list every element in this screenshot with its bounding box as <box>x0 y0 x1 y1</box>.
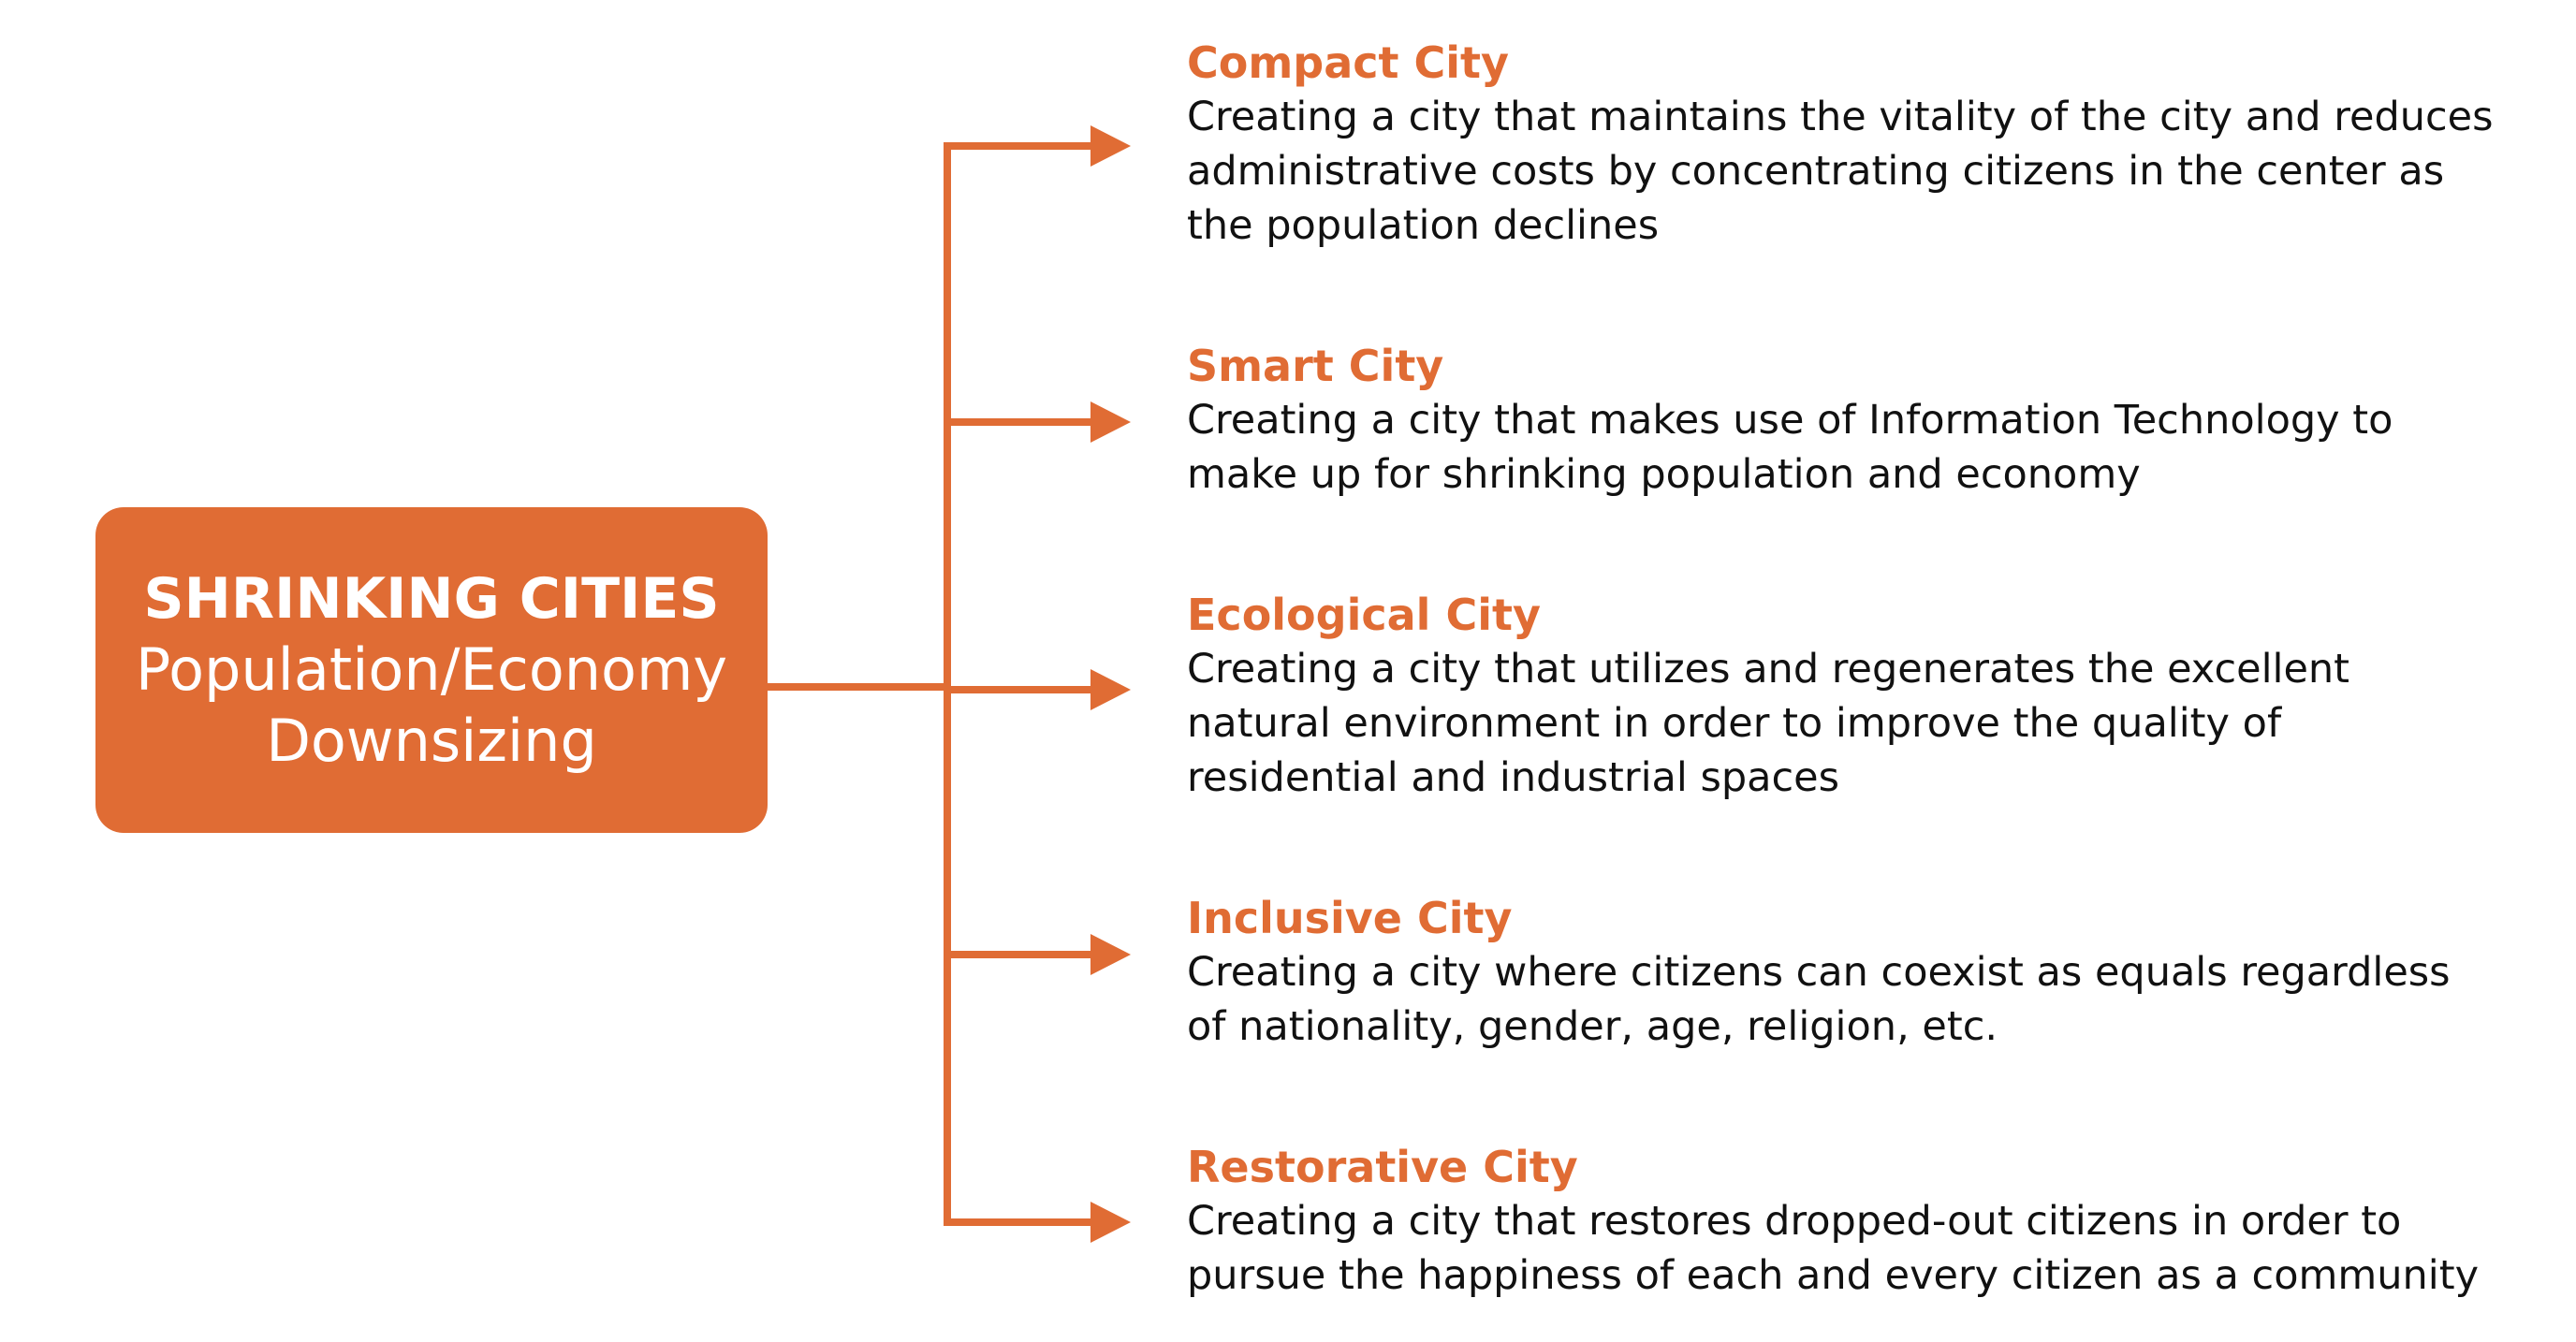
branch-description-line: Creating a city that maintains the vital… <box>1187 94 2494 140</box>
arrowhead-smart <box>1090 401 1131 443</box>
branch-description-line: pursue the happiness of each and every c… <box>1187 1252 2480 1299</box>
branch-description-line: Creating a city where citizens can coexi… <box>1187 949 2451 996</box>
arrowhead-restorative <box>1090 1202 1131 1243</box>
central-node: SHRINKING CITIES Population/Economy Down… <box>95 507 768 833</box>
branch-description-line: administrative costs by concentrating ci… <box>1187 148 2445 195</box>
branch-smart-city: Smart City Creating a city that makes us… <box>1187 339 2535 502</box>
branch-description-line: residential and industrial spaces <box>1187 754 1840 801</box>
branch-description-line: the population declines <box>1187 202 1660 249</box>
branch-description-line: Creating a city that restores dropped-ou… <box>1187 1198 2402 1245</box>
branch-inclusive-city: Inclusive City Creating a city where cit… <box>1187 891 2535 1054</box>
branch-title: Compact City <box>1187 37 1510 88</box>
branch-title: Inclusive City <box>1187 893 1513 943</box>
branch-ecological-city: Ecological City Creating a city that uti… <box>1187 588 2535 805</box>
branch-description-line: natural environment in order to improve … <box>1187 700 2282 747</box>
arrowhead-inclusive <box>1090 934 1131 975</box>
branch-title: Restorative City <box>1187 1142 1578 1192</box>
branch-title: Smart City <box>1187 341 1444 391</box>
branch-description-line: make up for shrinking population and eco… <box>1187 451 2141 498</box>
branch-compact-city: Compact City Creating a city that mainta… <box>1187 36 2535 253</box>
branch-title: Ecological City <box>1187 590 1541 640</box>
central-title: SHRINKING CITIES <box>143 566 720 632</box>
branch-description-line: Creating a city that makes use of Inform… <box>1187 397 2393 444</box>
arrowhead-ecological <box>1090 669 1131 710</box>
branch-restorative-city: Restorative City Creating a city that re… <box>1187 1140 2535 1303</box>
central-subtitle-line2: Downsizing <box>266 707 597 775</box>
branch-description-line: Creating a city that utilizes and regene… <box>1187 646 2350 693</box>
central-subtitle-line1: Population/Economy <box>135 635 728 704</box>
branch-description-line: of nationality, gender, age, religion, e… <box>1187 1003 1998 1050</box>
arrowhead-compact <box>1090 125 1131 167</box>
